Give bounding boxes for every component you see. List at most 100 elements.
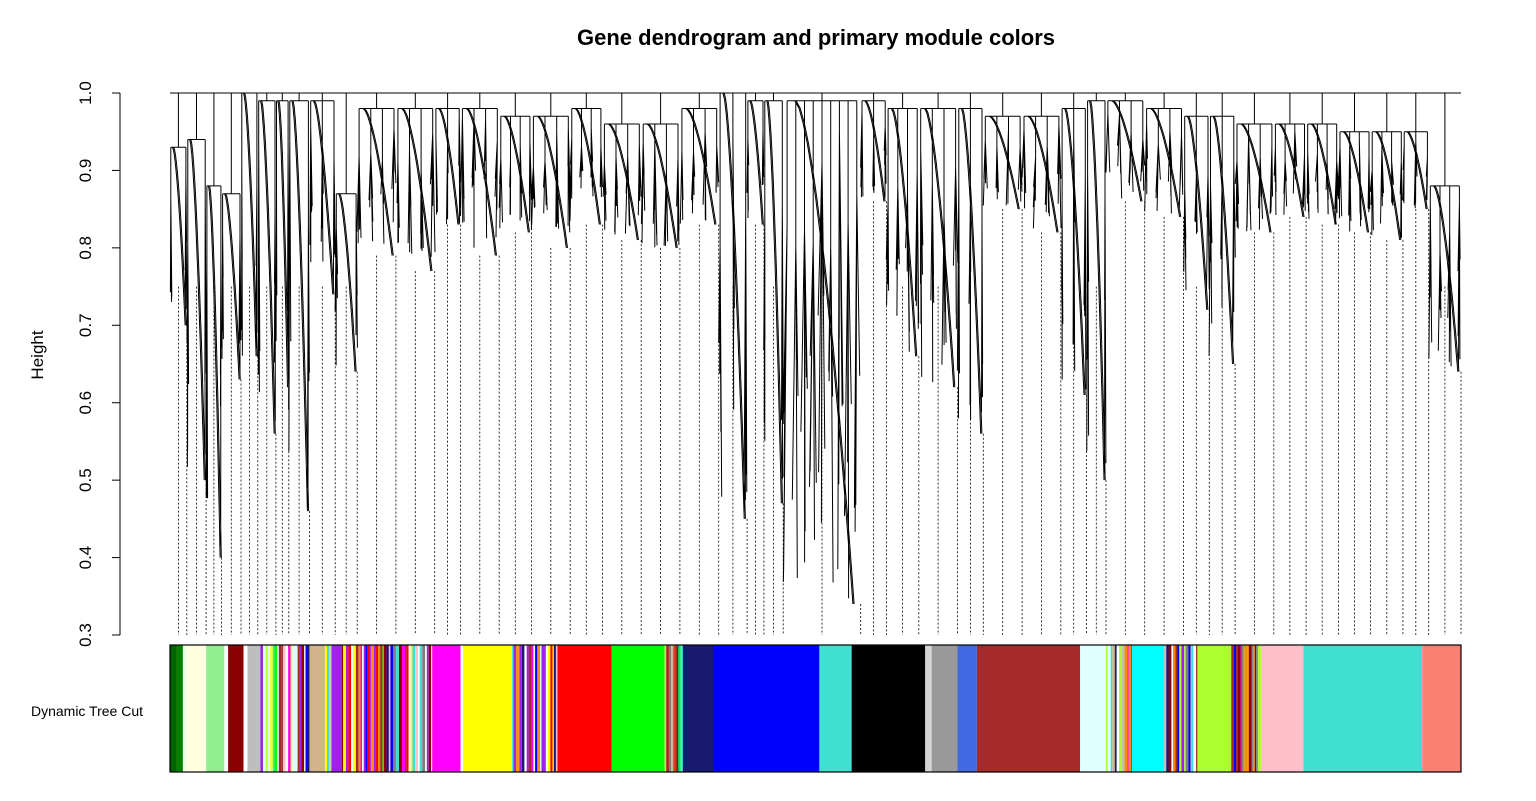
module-color-stripe: [1105, 645, 1108, 772]
color-row-label: Dynamic Tree Cut: [31, 703, 143, 719]
cut-guide-lines: [178, 201, 1462, 635]
module-color-stripe: [541, 645, 545, 772]
module-color-stripe: [370, 645, 374, 772]
module-color-stripe: [277, 645, 279, 772]
module-color-block: [1131, 645, 1165, 772]
module-color-stripe: [307, 645, 310, 772]
module-color-stripe: [528, 645, 532, 772]
module-color-stripe: [1252, 645, 1255, 772]
module-color-stripe: [552, 645, 554, 772]
module-color-stripe: [1110, 645, 1113, 772]
module-color-stripe: [304, 645, 306, 772]
module-color-stripe: [1196, 645, 1198, 772]
module-color-stripe: [285, 645, 289, 772]
y-tick-label: 0.3: [76, 623, 95, 647]
module-color-stripe: [376, 645, 379, 772]
y-tick-label: 0.5: [76, 468, 95, 492]
module-color-stripe: [406, 645, 409, 772]
module-color-stripe: [260, 645, 264, 772]
module-color-stripe: [341, 645, 344, 772]
module-color-stripe: [378, 645, 380, 772]
module-color-stripe: [1193, 645, 1197, 772]
module-color-block: [176, 645, 183, 772]
module-color-stripe: [545, 645, 549, 772]
module-color-stripe: [358, 645, 361, 772]
module-color-stripe: [519, 645, 522, 772]
module-color-stripe: [1237, 645, 1241, 772]
module-color-stripe: [1179, 645, 1182, 772]
module-color-block: [682, 645, 714, 772]
module-color-block: [1303, 645, 1423, 772]
module-color-stripe: [516, 645, 519, 772]
module-color-stripe: [1185, 645, 1189, 772]
module-color-stripe: [410, 645, 413, 772]
module-color-stripe: [363, 645, 366, 772]
module-color-stripe: [1128, 645, 1131, 772]
module-color-stripe: [292, 645, 296, 772]
module-color-stripe: [301, 645, 305, 772]
chart-title: Gene dendrogram and primary module color…: [577, 25, 1055, 50]
module-color-stripe: [672, 645, 675, 772]
module-color-stripe: [305, 645, 308, 772]
module-color-stripe: [555, 645, 558, 772]
module-color-stripe: [366, 645, 370, 772]
module-color-stripe: [1240, 645, 1243, 772]
module-color-stripe: [282, 645, 286, 772]
module-color-stripe: [351, 645, 354, 772]
module-color-stripe: [405, 645, 407, 772]
module-color-block: [247, 645, 261, 772]
tree-branches: [169, 92, 1461, 605]
module-color-stripe: [1251, 645, 1253, 772]
module-color-stripe: [1248, 645, 1252, 772]
module-color-stripe: [680, 645, 682, 772]
y-tick-label: 0.8: [76, 236, 95, 260]
module-color-stripe: [1188, 645, 1191, 772]
module-color-stripe: [290, 645, 293, 772]
module-color-stripe: [373, 645, 377, 772]
y-tick-label: 0.9: [76, 159, 95, 183]
module-color-block: [611, 645, 665, 772]
module-color-stripe: [548, 645, 551, 772]
module-color-block: [228, 645, 244, 772]
module-color-stripe: [1172, 645, 1176, 772]
module-color-stripe: [1192, 645, 1194, 772]
module-color-block: [957, 645, 977, 772]
module-color-stripe: [677, 645, 679, 772]
module-color-stripe: [362, 645, 364, 772]
module-color-stripe: [272, 645, 275, 772]
module-color-block: [713, 645, 820, 772]
module-color-stripe: [1112, 645, 1115, 772]
module-color-stripe: [678, 645, 681, 772]
module-color-block: [851, 645, 926, 772]
module-color-stripe: [360, 645, 363, 772]
module-color-stripe: [428, 645, 432, 772]
module-color-stripe: [1107, 645, 1111, 772]
module-color-stripe: [1177, 645, 1180, 772]
module-color-stripe: [386, 645, 389, 772]
module-color-stripe: [297, 645, 300, 772]
module-color-stripe: [353, 645, 356, 772]
module-color-stripe: [355, 645, 359, 772]
y-axis: 0.3 0.4 0.5 0.6 0.7 0.8 0.9 1.0: [76, 81, 121, 647]
module-color-stripe: [664, 645, 667, 772]
module-color-stripe: [513, 645, 517, 772]
module-color-stripe: [1254, 645, 1257, 772]
module-color-stripe: [533, 645, 536, 772]
module-color-stripe: [383, 645, 387, 772]
module-color-stripe: [401, 645, 406, 772]
module-color-stripe: [1168, 645, 1172, 772]
module-color-stripe: [278, 645, 282, 772]
y-tick-label: 0.4: [76, 546, 95, 570]
module-color-stripe: [674, 645, 676, 772]
module-color-stripe: [369, 645, 371, 772]
module-color-block: [309, 645, 325, 772]
module-color-block: [1422, 645, 1461, 772]
module-color-stripe: [274, 645, 278, 772]
module-color-stripe: [521, 645, 525, 772]
y-axis-label: Height: [28, 330, 47, 379]
module-color-stripe: [388, 645, 391, 772]
dendrogram-tree: [169, 92, 1461, 605]
module-color-stripe: [408, 645, 411, 772]
module-color-stripe: [675, 645, 678, 772]
module-color-stripe: [540, 645, 542, 772]
